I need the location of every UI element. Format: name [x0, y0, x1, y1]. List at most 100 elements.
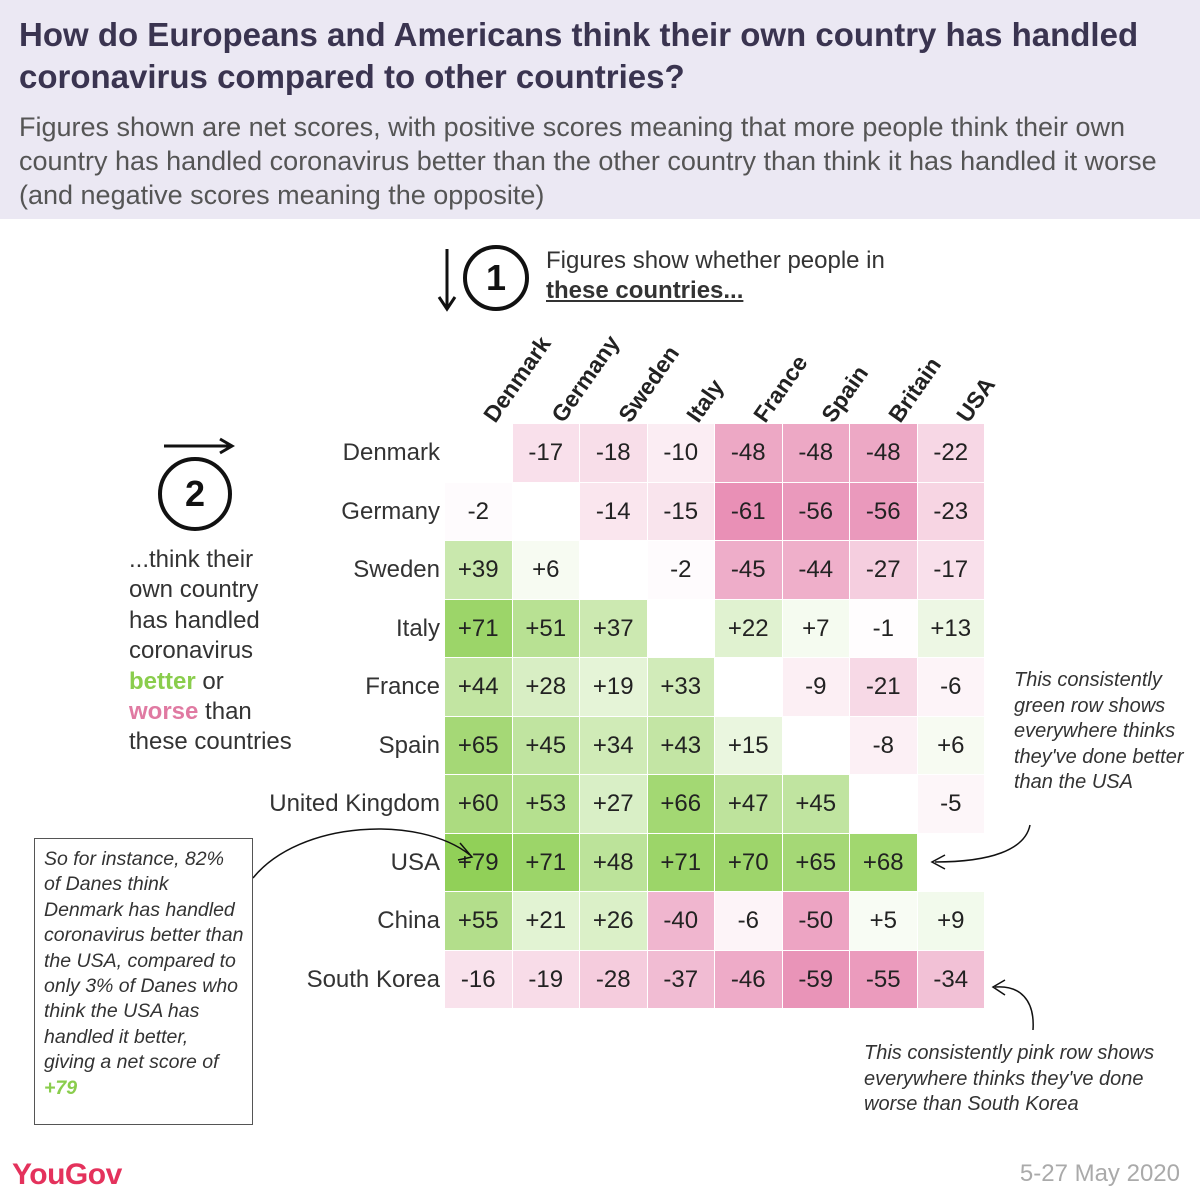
heatmap-cell: +65 [782, 833, 850, 892]
column-label: Denmark [478, 331, 556, 427]
heatmap-cell: +26 [580, 892, 648, 951]
chart-subtitle: Figures shown are net scores, with posit… [19, 112, 1157, 210]
heatmap-cell: -23 [917, 482, 985, 541]
heatmap-cell: +66 [647, 775, 715, 834]
heatmap-cell [782, 716, 850, 775]
example-note-text: So for instance, 82% of Danes think Denm… [44, 848, 244, 1074]
heatmap-cell: -34 [917, 950, 985, 1009]
heatmap-cell: +6 [917, 716, 985, 775]
step-two-line: ...think their own country has handled c… [129, 546, 260, 665]
heatmap-cell: +70 [715, 833, 783, 892]
heatmap-cell: +53 [512, 775, 580, 834]
heatmap-cell: -40 [647, 892, 715, 951]
heatmap-cell [512, 482, 580, 541]
heatmap-cell: +28 [512, 658, 580, 717]
step-two-tail: than these countries [129, 698, 292, 756]
row-label: China [377, 907, 440, 934]
green-row-note: This consistently green row shows everyw… [1014, 669, 1184, 793]
heatmap-cell: +65 [445, 716, 513, 775]
step-one-badge: 1 [463, 245, 529, 311]
column-label: USA [950, 372, 1000, 427]
heatmap-cell: +37 [580, 599, 648, 658]
heatmap-cell: +33 [647, 658, 715, 717]
brand-logo: YouGov [12, 1158, 122, 1191]
right-arrow-icon [164, 437, 235, 455]
header-banner: How do Europeans and Americans think the… [0, 0, 1200, 219]
row-label: South Korea [306, 965, 440, 993]
heatmap-cell: -6 [715, 892, 783, 951]
row-label: Denmark [342, 439, 440, 466]
pink-note-arrow [994, 986, 1034, 1031]
heatmap-cell: +34 [580, 716, 648, 775]
heatmap-cell: +7 [782, 599, 850, 658]
heatmap-cell: +45 [512, 716, 580, 775]
heatmap-cell: -44 [782, 541, 850, 600]
heatmap-cell [850, 775, 918, 834]
example-note: So for instance, 82% of Danes think Denm… [34, 838, 253, 1125]
heatmap-cell [445, 424, 513, 483]
heatmap-cell: +71 [512, 833, 580, 892]
worse-label: worse [129, 698, 199, 726]
heatmap-cell: -6 [917, 658, 985, 717]
or-label: or [202, 667, 224, 695]
heatmap-cell: -50 [782, 892, 850, 951]
heatmap-cell: +55 [445, 892, 513, 951]
heatmap-cell: +27 [580, 775, 648, 834]
better-label: better [129, 667, 196, 695]
heatmap-cell [580, 541, 648, 600]
heatmap-grid: -17 -18 -10 -48 -48 -48 -22 -2 -14 -15 -61 -56 -56 -2… [445, 424, 985, 1009]
heatmap-cell: +60 [445, 775, 513, 834]
heatmap-cell [917, 833, 985, 892]
row-label: France [365, 673, 440, 700]
step-one-line: Figures show whether people in [546, 247, 885, 274]
heatmap-cell: -15 [647, 482, 715, 541]
heatmap-cell: -19 [512, 950, 580, 1009]
heatmap-cell: +47 [715, 775, 783, 834]
heatmap-cell [647, 599, 715, 658]
heatmap-cell: +48 [580, 833, 648, 892]
heatmap-cell: -56 [850, 482, 918, 541]
down-arrow-icon [437, 249, 457, 312]
heatmap-cell: +13 [917, 599, 985, 658]
heatmap-cell: -61 [715, 482, 783, 541]
column-label: France [748, 350, 813, 427]
heatmap-cell: +22 [715, 599, 783, 658]
heatmap-cell: -2 [647, 541, 715, 600]
heatmap-cell: -9 [782, 658, 850, 717]
row-label: Italy [395, 614, 440, 642]
heatmap-cell: +68 [850, 833, 918, 892]
heatmap-cell: -22 [917, 424, 985, 483]
heatmap-cell: +39 [445, 541, 513, 600]
heatmap-cell: +44 [445, 658, 513, 717]
pink-note-arrow-head [991, 979, 1006, 996]
heatmap-cell: +6 [512, 541, 580, 600]
heatmap-cell: -48 [782, 424, 850, 483]
heatmap-cell: -2 [445, 482, 513, 541]
heatmap-cell: -28 [580, 950, 648, 1009]
heatmap-cell: -56 [782, 482, 850, 541]
heatmap-cell: +5 [850, 892, 918, 951]
heatmap-cell: -18 [580, 424, 648, 483]
heatmap-cell: -37 [647, 950, 715, 1009]
column-label: Germany [545, 330, 624, 427]
heatmap-cell: +15 [715, 716, 783, 775]
heatmap-cell: -48 [850, 424, 918, 483]
heatmap-cell: -21 [850, 658, 918, 717]
heatmap-cell: -46 [715, 950, 783, 1009]
survey-date: 5-27 May 2020 [1019, 1160, 1180, 1187]
heatmap-cell: -27 [850, 541, 918, 600]
heatmap-cell: +51 [512, 599, 580, 658]
step-one-text: Figures show whether people in these cou… [546, 246, 885, 306]
heatmap-cell: -16 [445, 950, 513, 1009]
heatmap-cell: +71 [445, 599, 513, 658]
column-label: Italy [680, 374, 729, 427]
heatmap-cell: -59 [782, 950, 850, 1009]
step-one-emphasis: these countries... [546, 277, 744, 304]
row-label: Germany [341, 497, 440, 525]
column-label: Sweden [613, 340, 685, 427]
heatmap-cell: +43 [647, 716, 715, 775]
heatmap-cell: +71 [647, 833, 715, 892]
heatmap-cell: -55 [850, 950, 918, 1009]
heatmap-cell: +9 [917, 892, 985, 951]
heatmap-cell: -10 [647, 424, 715, 483]
